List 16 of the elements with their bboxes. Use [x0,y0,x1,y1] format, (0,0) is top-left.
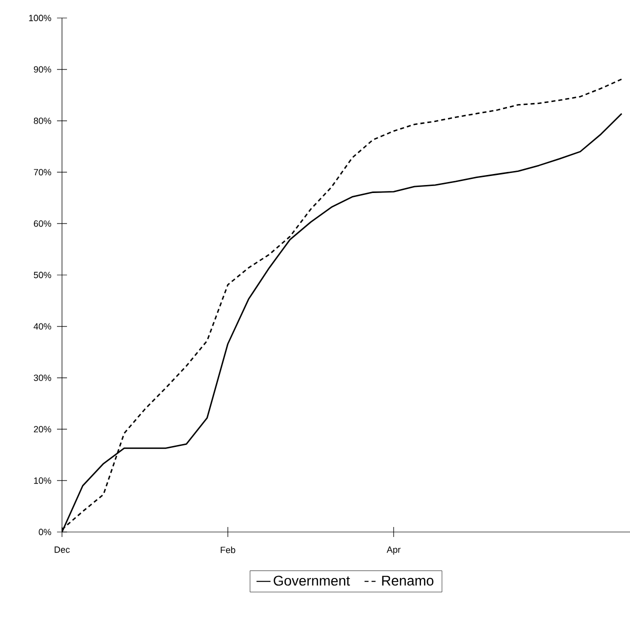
legend-label: Government [274,576,350,586]
y-tick-label: 50% [34,272,52,278]
y-tick-label: 40% [34,323,52,330]
x-tick-label: Apr [386,546,401,555]
x-tick-label: Dec [54,546,70,553]
y-tick-label: 90% [34,66,52,73]
y-tick-label: 100% [29,14,52,22]
y-tick-label: 80% [34,118,52,124]
y-tick-label: 10% [34,477,52,484]
y-tick-label: 30% [34,374,52,381]
legend-label: Renamo [382,576,434,586]
y-tick-label: 0% [38,528,52,536]
y-tick-label: 60% [34,220,52,227]
x-tick-label: Feb [220,546,236,554]
y-tick-label: 70% [34,169,52,176]
y-tick-label: 20% [34,426,52,432]
